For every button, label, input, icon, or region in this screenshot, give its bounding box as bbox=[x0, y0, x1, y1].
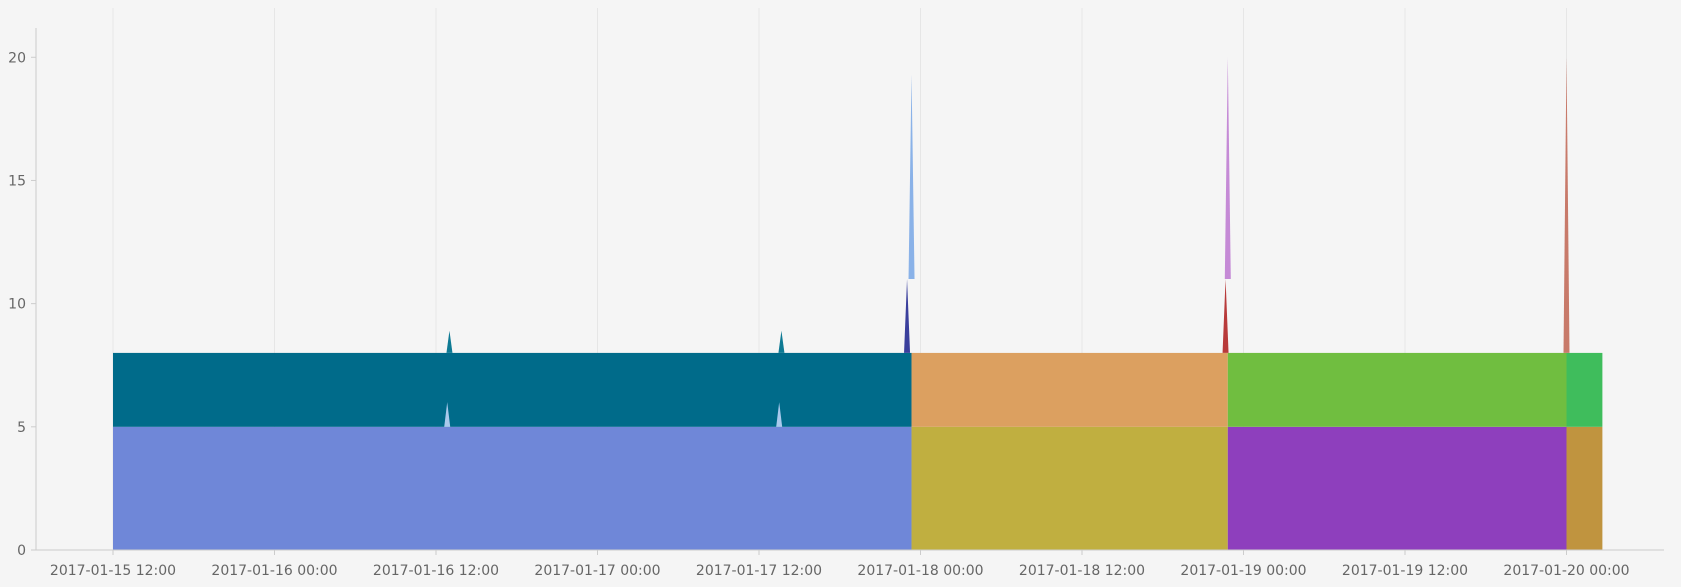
area-block bbox=[113, 426, 912, 550]
area-spike bbox=[444, 402, 451, 427]
area-block bbox=[1566, 352, 1603, 427]
area-spike bbox=[904, 279, 911, 353]
area-block bbox=[911, 352, 1228, 427]
area-block bbox=[911, 426, 1228, 550]
area-block bbox=[1227, 352, 1567, 427]
area-block bbox=[1566, 426, 1603, 550]
y-tick-label: 5 bbox=[17, 420, 26, 436]
y-tick-label: 15 bbox=[8, 173, 26, 189]
x-tick-label: 2017-01-17 12:00 bbox=[696, 563, 822, 579]
y-axis-ticks: 0 5 10 15 20 bbox=[8, 50, 36, 559]
y-tick-label: 0 bbox=[17, 543, 26, 559]
y-tick-label: 10 bbox=[8, 297, 26, 313]
area-spike bbox=[446, 330, 453, 353]
x-tick-label: 2017-01-19 00:00 bbox=[1180, 563, 1306, 579]
area-blocks bbox=[113, 352, 1603, 550]
area-spikes bbox=[444, 57, 1570, 427]
x-tick-label: 2017-01-20 00:00 bbox=[1503, 563, 1629, 579]
x-tick-label: 2017-01-16 12:00 bbox=[373, 563, 499, 579]
x-axis-ticks: 2017-01-15 12:00 2017-01-16 00:00 2017-01-… bbox=[50, 550, 1630, 579]
area-spike bbox=[908, 74, 915, 279]
area-spike bbox=[1563, 57, 1570, 353]
area-spike bbox=[776, 402, 783, 427]
area-spike bbox=[778, 330, 785, 353]
y-tick-label: 20 bbox=[8, 50, 26, 66]
x-tick-label: 2017-01-15 12:00 bbox=[50, 563, 176, 579]
x-tick-label: 2017-01-16 00:00 bbox=[211, 563, 337, 579]
area-spike bbox=[1224, 57, 1231, 279]
area-block bbox=[1227, 426, 1567, 550]
x-tick-label: 2017-01-19 12:00 bbox=[1342, 563, 1468, 579]
axes bbox=[35, 28, 1664, 551]
x-tick-label: 2017-01-17 00:00 bbox=[534, 563, 660, 579]
area-spike bbox=[1222, 279, 1229, 353]
x-tick-label: 2017-01-18 12:00 bbox=[1019, 563, 1145, 579]
x-tick-label: 2017-01-18 00:00 bbox=[857, 563, 983, 579]
area-block bbox=[113, 352, 912, 427]
